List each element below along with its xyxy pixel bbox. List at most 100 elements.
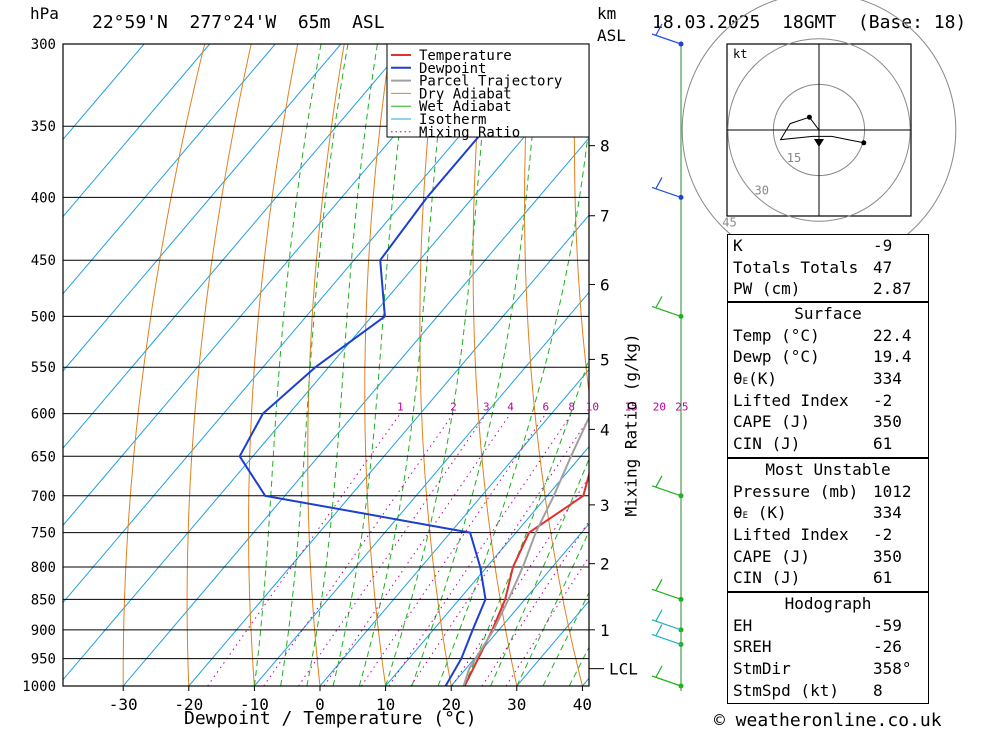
row-label: K xyxy=(733,236,743,255)
table-row: CAPE (J) 350 xyxy=(728,546,928,568)
table-row: Pressure (mb) 1012 xyxy=(728,481,928,503)
row-label: Temp (°C) xyxy=(733,325,820,345)
row-label: θE(K) xyxy=(733,369,777,389)
table-row: CIN (J) 61 xyxy=(728,567,928,589)
isotherm-line xyxy=(63,44,342,372)
wind-barb-feather xyxy=(655,177,663,189)
mixing-ratio-axis-label: Mixing Ratio (g/kg) xyxy=(621,333,641,517)
hodograph-ring-label: 30 xyxy=(755,184,769,198)
pressure-tick-label: 850 xyxy=(31,592,56,608)
wind-barb xyxy=(651,633,682,645)
mixing-ratio-line xyxy=(410,417,589,686)
dry-adiabat-line xyxy=(364,44,392,686)
row-value: 350 xyxy=(873,412,902,432)
wind-barb-feather xyxy=(655,296,663,308)
row-label: CAPE (J) xyxy=(733,412,811,432)
wind-barb-feather xyxy=(655,624,663,636)
skewt-diagram: 3003504004505005506006507007508008509009… xyxy=(22,23,689,714)
pressure-unit-label: hPa xyxy=(30,4,59,23)
row-value: 22.4 xyxy=(873,325,912,345)
row-label: Dewp (°C) xyxy=(733,347,820,367)
mixing-ratio-label: 20 xyxy=(653,401,666,414)
pressure-tick-label: 950 xyxy=(31,652,56,668)
table-row: SREH -26 xyxy=(728,636,928,658)
table-title: Surface xyxy=(794,304,862,323)
table-row: CAPE (J) 350 xyxy=(728,411,928,433)
table-row: StmDir 358° xyxy=(728,658,928,680)
height-ref-label: ASL xyxy=(597,26,626,45)
dry-adiabat-line xyxy=(573,44,589,397)
mixing-ratio-line xyxy=(388,413,573,686)
legend-label: Isotherm xyxy=(419,112,486,128)
row-value: -2 xyxy=(873,525,893,545)
row-label: StmDir xyxy=(733,659,791,679)
km-tick-label: 6 xyxy=(600,276,610,295)
dewpoint-line xyxy=(238,44,559,686)
pressure-tick-label: 300 xyxy=(31,37,56,53)
x-tick-label: 30 xyxy=(507,695,526,714)
pressure-tick-label: 650 xyxy=(31,449,56,465)
table-row: Temp (°C) 22.4 xyxy=(728,325,928,347)
row-value: 350 xyxy=(873,546,902,566)
most-unstable-table: Most Unstable Pressure (mb) 1012 θE (K) 334 L… xyxy=(727,458,929,592)
storm-motion-marker xyxy=(814,139,824,147)
table-row: Lifted Index -2 xyxy=(728,524,928,546)
table-row: K -9 xyxy=(728,235,928,257)
x-tick-label: 10 xyxy=(376,695,395,714)
isotherm-line xyxy=(63,44,211,218)
wind-barb xyxy=(651,675,682,687)
hodograph-point xyxy=(806,114,812,120)
mixing-ratio-label: 10 xyxy=(586,401,599,414)
mixing-ratio-label: 1 xyxy=(397,401,404,414)
x-tick-label: -20 xyxy=(174,695,203,714)
hodograph-unit: kt xyxy=(733,47,747,61)
hodograph-ring xyxy=(727,38,911,222)
wind-barb-feather xyxy=(655,609,663,622)
location-title: 22°59'N 277°24'W 65m ASL xyxy=(92,12,385,33)
row-value: -59 xyxy=(873,615,902,635)
legend-label: Wet Adiabat xyxy=(419,99,512,115)
mixing-ratio-label: 3 xyxy=(483,401,490,414)
wind-barb-feather xyxy=(655,23,663,36)
row-value: 1012 xyxy=(873,481,912,501)
copyright: © weatheronline.co.uk xyxy=(714,710,942,731)
isotherm-line xyxy=(450,523,589,686)
indices-table: K -9 Totals Totals 47 PW (cm) 2.87 xyxy=(727,234,929,302)
table-row: StmSpd (kt) 8 xyxy=(728,680,928,702)
pressure-tick-label: 450 xyxy=(31,253,56,269)
legend-label: Parcel Trajectory xyxy=(419,74,562,90)
isotherm-line xyxy=(63,44,276,295)
wet-adiabat-line xyxy=(542,591,589,686)
wind-barb xyxy=(651,619,682,631)
x-tick-label: 40 xyxy=(573,695,592,714)
temperature-line xyxy=(463,470,589,686)
pressure-tick-label: 600 xyxy=(31,407,56,423)
wet-adiabat-line xyxy=(332,44,411,686)
mixing-ratio-line xyxy=(298,413,487,686)
mixing-ratio-label: 8 xyxy=(568,401,575,414)
dry-adiabat-line xyxy=(307,44,345,686)
pressure-tick-label: 700 xyxy=(31,489,56,505)
mixing-ratio-line xyxy=(263,413,454,686)
mixing-ratio-line xyxy=(451,476,589,686)
pressure-tick-label: 900 xyxy=(31,623,56,639)
hodograph-table: Hodograph EH -59 SREH -26 StmDir 358° StmSpd (k… xyxy=(727,592,929,704)
surface-table: Surface Temp (°C) 22.4 Dewp (°C) 19.4 θE(K) 33… xyxy=(727,302,929,458)
hodograph-frame xyxy=(726,43,912,217)
hodograph-ring xyxy=(681,0,957,268)
km-tick-label: 3 xyxy=(600,496,610,515)
height-unit-label: km xyxy=(597,4,617,23)
row-label: SREH xyxy=(733,637,772,657)
isotherm-line xyxy=(319,368,589,686)
pressure-tick-label: 750 xyxy=(31,526,56,542)
row-label: PW (cm) xyxy=(733,279,801,299)
row-label: Lifted Index xyxy=(733,525,849,545)
table-row: PW (cm) 2.87 xyxy=(728,278,928,300)
lcl-label: LCL xyxy=(609,660,638,679)
dry-adiabat-line xyxy=(248,44,299,686)
km-tick-label: 2 xyxy=(600,555,610,574)
table-title: Hodograph xyxy=(784,594,872,613)
wind-barb-feather xyxy=(655,579,663,591)
x-tick-label: -10 xyxy=(240,695,269,714)
